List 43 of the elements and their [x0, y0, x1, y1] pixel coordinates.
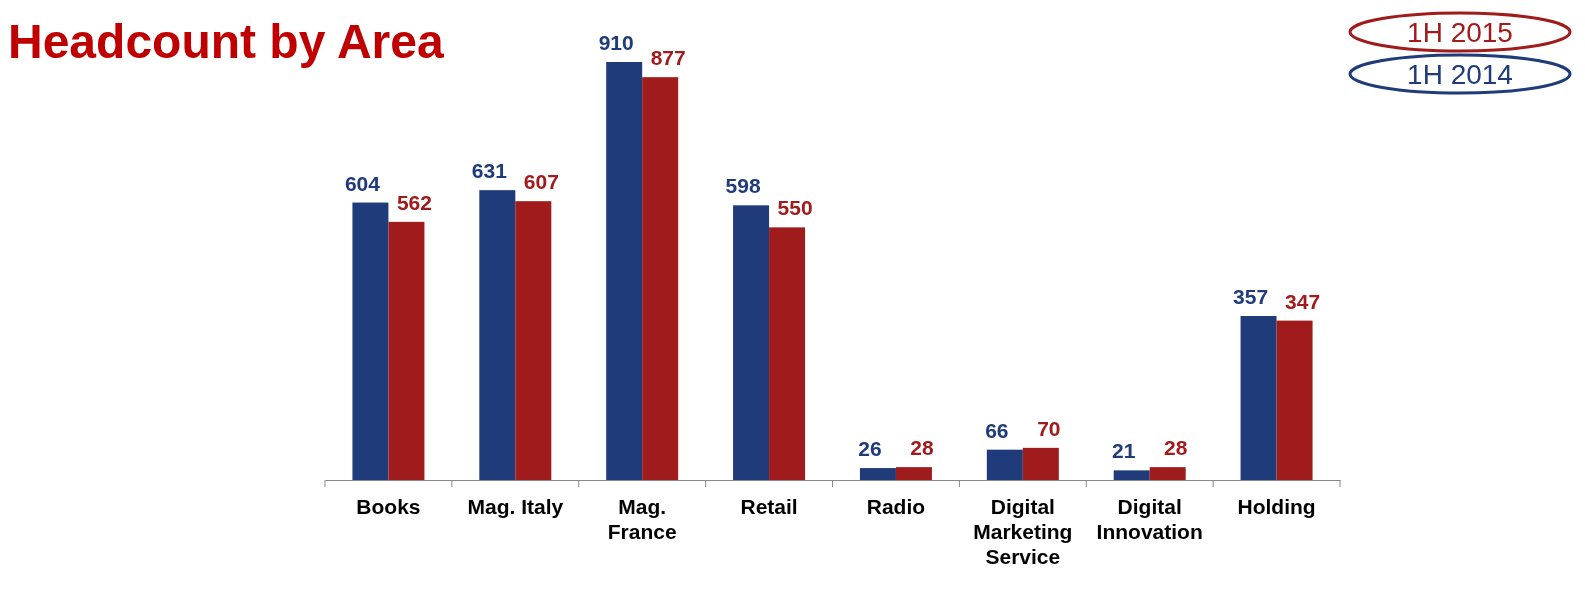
data-label: 28: [910, 436, 934, 460]
chart-title: Headcount by Area: [8, 15, 444, 68]
text: 1H 2014: [1407, 59, 1513, 90]
x-tick-label: Radio: [866, 495, 926, 518]
x-tick-label: Books: [356, 495, 421, 518]
bar: [1149, 467, 1186, 480]
bar: [1276, 320, 1313, 480]
bar: [515, 201, 552, 480]
data-label: 562: [396, 190, 432, 214]
bar: [479, 190, 516, 480]
bar: [769, 227, 806, 480]
data-label: 550: [777, 196, 813, 220]
bar: [388, 221, 425, 480]
bar: [1113, 470, 1150, 480]
data-label: 910: [598, 31, 634, 54]
data-label: 70: [1037, 416, 1061, 440]
data-label: 347: [1285, 289, 1321, 313]
bar: [642, 77, 679, 480]
data-label: 604: [344, 171, 381, 195]
x-tick-label: Digital Innovation: [1096, 495, 1203, 544]
bar: [1240, 316, 1277, 480]
bar: [606, 62, 643, 480]
text: 1H 2015: [1407, 17, 1513, 48]
bar: [986, 449, 1023, 480]
bar: [733, 205, 770, 480]
x-tick-label: Mag. France: [607, 495, 677, 544]
bar: [895, 467, 932, 480]
bar: [859, 468, 896, 480]
bar: [1022, 447, 1059, 480]
data-label: 21: [1112, 439, 1136, 463]
data-label: 66: [985, 418, 1009, 442]
data-label: 598: [725, 174, 761, 198]
data-label: 26: [858, 437, 882, 461]
data-label: 877: [650, 46, 686, 70]
x-tick-label: Digital Marketing Service: [973, 495, 1073, 569]
x-tick-label: Holding: [1237, 495, 1316, 518]
data-label: 28: [1164, 436, 1188, 460]
data-label: 357: [1233, 285, 1269, 309]
data-label: 607: [523, 170, 559, 194]
data-label: 631: [471, 159, 508, 183]
x-tick-label: Retail: [740, 495, 798, 518]
x-tick-label: Mag. Italy: [467, 495, 564, 518]
bar: [352, 202, 389, 480]
